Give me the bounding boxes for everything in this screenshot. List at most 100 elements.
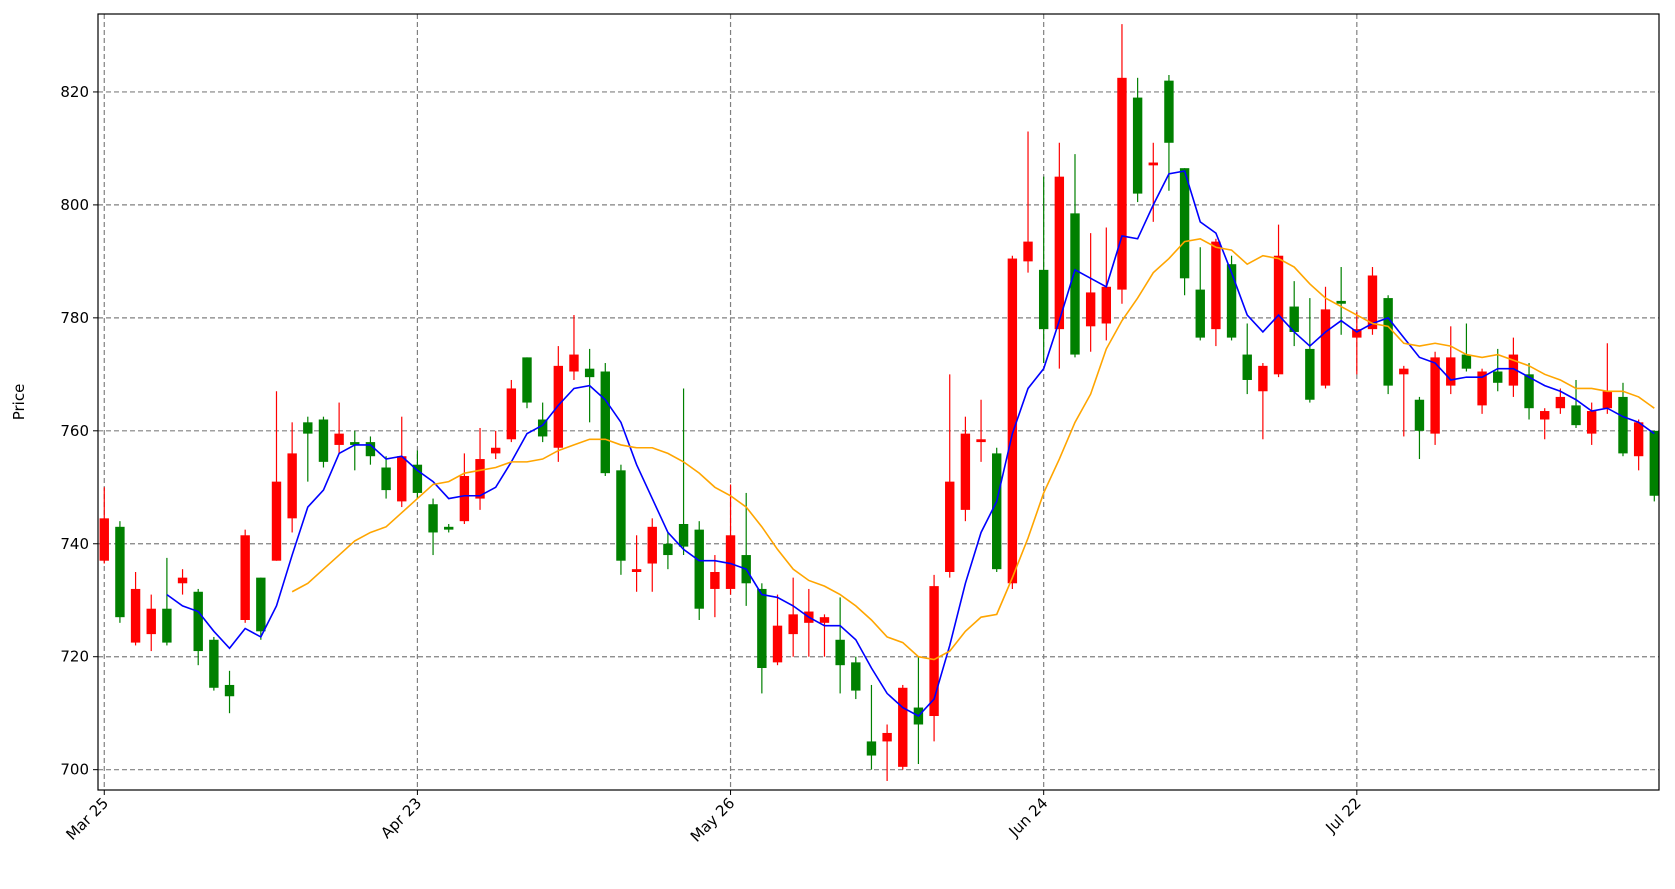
candle-body bbox=[569, 354, 579, 372]
candle-body bbox=[1132, 97, 1143, 194]
candle-body bbox=[162, 608, 172, 643]
candle-body bbox=[537, 419, 548, 437]
candle-body bbox=[146, 608, 156, 635]
candle-body bbox=[287, 453, 297, 519]
candle-body bbox=[694, 529, 704, 609]
moving-average-line bbox=[291, 237, 1655, 661]
candle-body bbox=[1367, 275, 1378, 330]
candle-body bbox=[882, 732, 892, 742]
candle-body bbox=[1336, 300, 1346, 304]
candle-body bbox=[490, 447, 501, 454]
candle-body bbox=[1493, 371, 1503, 383]
candle-body bbox=[1179, 168, 1190, 279]
candle-body bbox=[1602, 391, 1613, 409]
candle-body bbox=[1085, 292, 1096, 327]
candle-body bbox=[992, 453, 1002, 570]
candle-body bbox=[1540, 411, 1550, 420]
candle-body bbox=[600, 371, 610, 474]
candle-body bbox=[1586, 411, 1597, 434]
candle-body bbox=[1633, 422, 1644, 457]
candle-body bbox=[1461, 354, 1472, 369]
x-tick-label: Apr 23 bbox=[377, 794, 425, 842]
candle-body bbox=[866, 741, 877, 756]
y-tick-label: 740 bbox=[60, 535, 89, 553]
candle-body bbox=[271, 481, 282, 561]
candle-body bbox=[412, 464, 423, 493]
y-axis-label: Price bbox=[10, 384, 28, 421]
y-tick-label: 800 bbox=[60, 196, 89, 214]
candle-body bbox=[1618, 396, 1628, 454]
x-tick-label: Mar 25 bbox=[62, 794, 112, 844]
candle-body bbox=[960, 433, 971, 510]
candle-body bbox=[1258, 365, 1268, 392]
candle-body bbox=[177, 577, 188, 584]
candle-body bbox=[1508, 354, 1519, 386]
candle-body bbox=[898, 687, 908, 767]
candle-body bbox=[945, 481, 955, 572]
candle-body bbox=[428, 504, 438, 533]
candle-body bbox=[929, 586, 939, 717]
candle-body bbox=[835, 639, 845, 666]
candle-body bbox=[1101, 286, 1112, 324]
candle-body bbox=[1289, 306, 1299, 332]
y-tick-label: 700 bbox=[60, 761, 89, 779]
candle-body bbox=[1571, 405, 1581, 426]
candle-body bbox=[1352, 329, 1362, 338]
candle-body bbox=[224, 684, 235, 697]
candle-body bbox=[1226, 264, 1237, 338]
candle-body bbox=[1649, 430, 1659, 496]
candle-body bbox=[1555, 396, 1566, 409]
candle-body bbox=[334, 433, 344, 445]
candle-body bbox=[788, 614, 798, 635]
candle-body bbox=[851, 662, 861, 691]
candle-body bbox=[1007, 258, 1018, 584]
plot bbox=[99, 24, 1659, 781]
candle-body bbox=[1305, 348, 1315, 400]
candle-body bbox=[1446, 357, 1456, 386]
x-tick-label: May 26 bbox=[687, 794, 739, 846]
candle-body bbox=[1164, 80, 1174, 143]
candle-body bbox=[1117, 77, 1127, 290]
candle-body bbox=[318, 419, 329, 462]
candle-body bbox=[631, 569, 642, 572]
candle-body bbox=[115, 526, 125, 618]
candle-body bbox=[397, 456, 407, 502]
candle-body bbox=[381, 467, 391, 491]
candle-body bbox=[256, 577, 266, 632]
candle-body bbox=[1320, 309, 1331, 386]
candle-body bbox=[1211, 241, 1221, 330]
candle-body bbox=[1195, 289, 1205, 338]
candle-body bbox=[1477, 371, 1487, 406]
candle-body bbox=[1148, 162, 1158, 166]
candle-body bbox=[1414, 399, 1425, 431]
candle-body bbox=[350, 442, 360, 445]
candle-body bbox=[475, 459, 485, 499]
candle-body bbox=[1383, 298, 1393, 386]
candle-body bbox=[819, 617, 830, 623]
plot-frame bbox=[97, 13, 1660, 791]
candle-body bbox=[1399, 368, 1409, 375]
candle-body bbox=[710, 571, 720, 589]
candle-body bbox=[240, 535, 250, 621]
candle-body bbox=[757, 588, 767, 669]
y-tick-label: 820 bbox=[60, 83, 89, 101]
y-tick-label: 720 bbox=[60, 648, 89, 666]
x-tick-label: Jul 22 bbox=[1322, 794, 1365, 837]
candle-body bbox=[1524, 374, 1534, 409]
candle-body bbox=[678, 523, 689, 547]
candle-body bbox=[647, 526, 657, 564]
candle-body bbox=[772, 625, 783, 663]
candle-body bbox=[193, 591, 203, 652]
candle-body bbox=[663, 543, 673, 556]
candle-body bbox=[1070, 213, 1080, 355]
x-tick-label: Jun 24 bbox=[1005, 794, 1052, 841]
candle-body bbox=[1038, 269, 1049, 330]
candle-body bbox=[209, 639, 219, 688]
candle-body bbox=[976, 439, 986, 443]
moving-average-line bbox=[166, 170, 1655, 718]
candle-body bbox=[99, 518, 109, 561]
y-tick-label: 780 bbox=[60, 309, 89, 327]
candle-body bbox=[1054, 176, 1065, 330]
